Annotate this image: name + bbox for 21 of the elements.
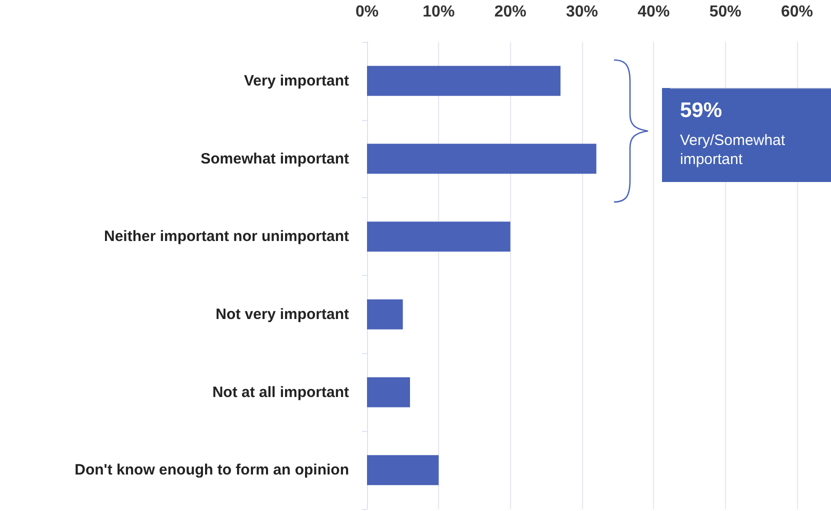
x-tick-label: 60%	[780, 4, 814, 20]
y-tick-label: Very important	[244, 72, 350, 90]
annotation: 59%	[680, 99, 722, 122]
y-tick-label: Neither important nor unimportant	[104, 228, 349, 246]
x-tick-label: 20%	[494, 4, 526, 20]
y-tick-label: Not very important	[216, 306, 349, 323]
annotation: Very/Somewhat important	[680, 132, 790, 168]
y-tick-label: Somewhat important	[200, 150, 349, 168]
x-tick-label: 40%	[638, 4, 670, 20]
y-tick-label: Don't know enough to form an opinion	[74, 462, 349, 479]
bar	[367, 66, 560, 96]
x-tick-label: 30%	[566, 4, 598, 20]
bar	[367, 455, 439, 486]
x-tick-label: 0%	[355, 4, 379, 20]
x-tick-label: 10%	[422, 4, 455, 20]
y-tick-label: Not at all important	[212, 384, 350, 401]
bar	[367, 299, 403, 330]
bar	[367, 377, 410, 408]
x-tick-label: 50%	[709, 4, 742, 20]
bar	[367, 222, 510, 252]
bar	[367, 144, 596, 174]
